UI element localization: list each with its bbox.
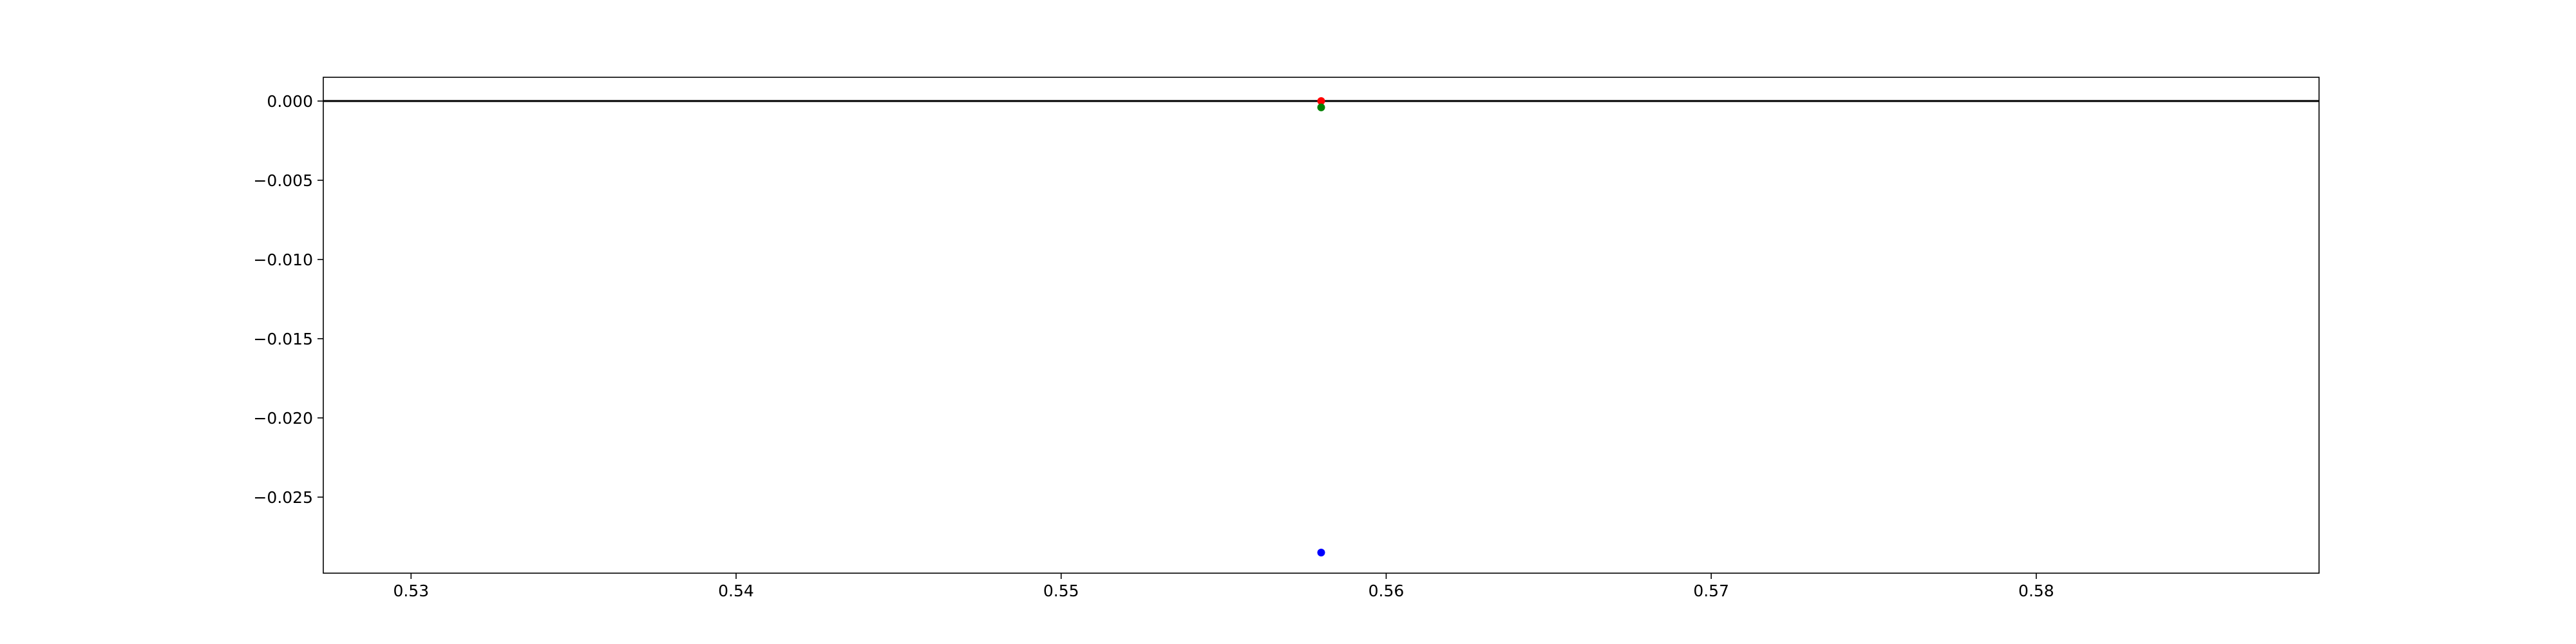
x-axis: 0.53 0.54 0.55 0.56 0.57 0.58 [393, 573, 2054, 600]
x-tick-label: 0.54 [718, 582, 754, 600]
plot-area-frame [323, 77, 2320, 574]
x-tick-label: 0.57 [1693, 582, 1729, 600]
data-point [1317, 103, 1325, 111]
data-points [1317, 97, 1325, 557]
data-point [1317, 97, 1325, 105]
y-tick-label: 0.000 [267, 92, 313, 111]
y-tick-label: −0.025 [253, 488, 313, 507]
y-tick-label: −0.010 [253, 251, 313, 269]
y-tick-label: −0.015 [253, 330, 313, 348]
x-tick-label: 0.55 [1043, 582, 1079, 600]
data-point [1317, 549, 1325, 557]
x-tick-label: 0.56 [1368, 582, 1405, 600]
x-tick-label: 0.58 [2018, 582, 2054, 600]
x-tick-label: 0.53 [393, 582, 429, 600]
y-tick-label: −0.005 [253, 171, 313, 190]
y-axis: 0.000 −0.005 −0.010 −0.015 −0.020 −0.025 [253, 92, 323, 507]
y-tick-label: −0.020 [253, 409, 313, 428]
